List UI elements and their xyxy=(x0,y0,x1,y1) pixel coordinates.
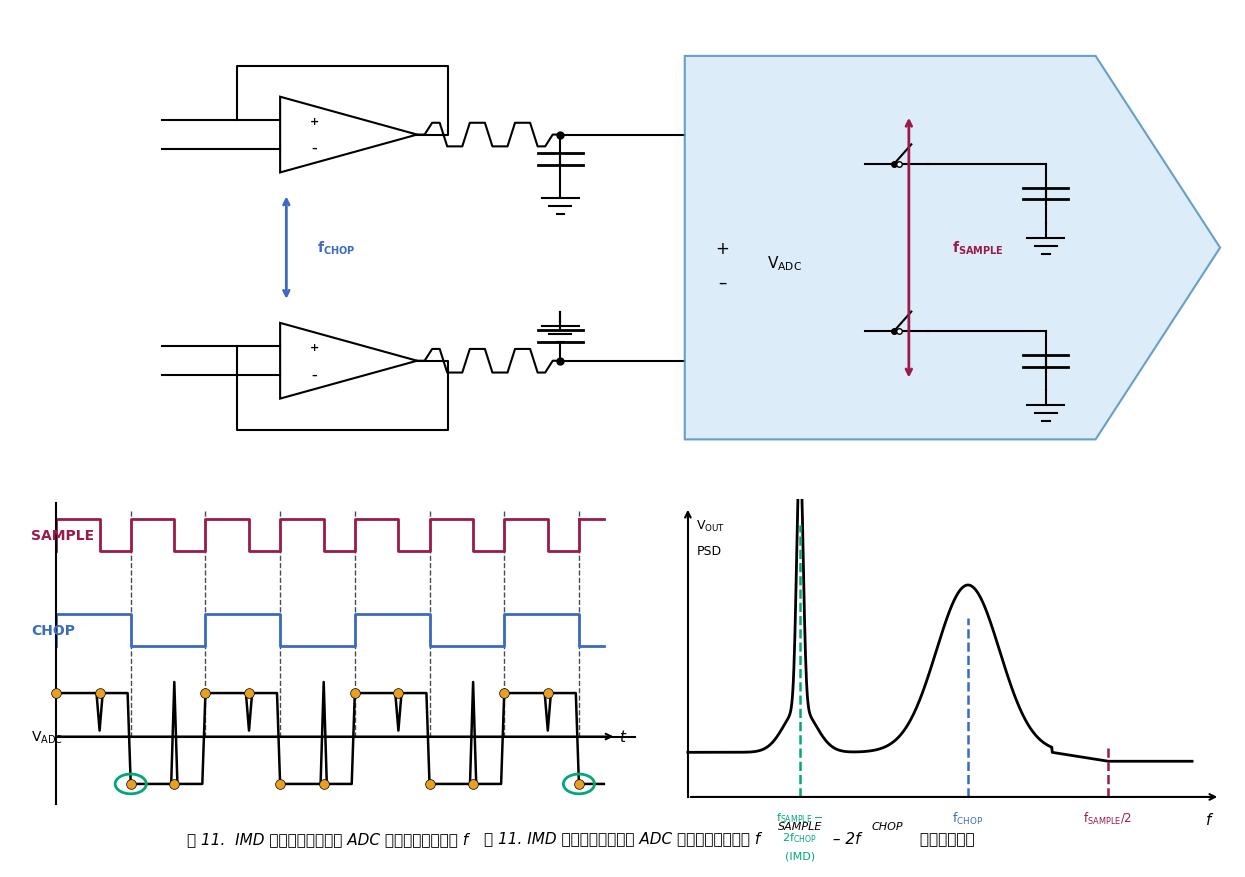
Polygon shape xyxy=(685,57,1220,440)
Text: +: + xyxy=(715,239,730,257)
Text: –: – xyxy=(718,274,726,292)
Text: 图 11.  IMD 的一个示例，其中 ADC 对毛刺采样，并在 f: 图 11. IMD 的一个示例，其中 ADC 对毛刺采样，并在 f xyxy=(187,831,468,846)
Text: $\mathregular{2f_{CHOP}}$: $\mathregular{2f_{CHOP}}$ xyxy=(782,831,818,845)
Text: –: – xyxy=(311,370,317,380)
Text: (IMD): (IMD) xyxy=(784,851,815,861)
Text: SAMPLE: SAMPLE xyxy=(31,529,95,542)
Text: PSD: PSD xyxy=(696,545,721,558)
Text: $\mathbf{f_{SAMPLE}}$: $\mathbf{f_{SAMPLE}}$ xyxy=(952,239,1003,257)
Text: $\mathregular{V_{ADC}}$: $\mathregular{V_{ADC}}$ xyxy=(767,253,802,273)
Text: +: + xyxy=(310,343,319,353)
Text: $\mathregular{V_{ADC}}$: $\mathregular{V_{ADC}}$ xyxy=(31,729,63,745)
Text: $\mathregular{V_{OUT}}$: $\mathregular{V_{OUT}}$ xyxy=(696,518,726,533)
Text: f: f xyxy=(1206,812,1211,827)
Text: $\mathregular{f_{SAMPLE}/2}$: $\mathregular{f_{SAMPLE}/2}$ xyxy=(1083,810,1133,826)
Text: CHOP: CHOP xyxy=(872,821,903,831)
Text: +: + xyxy=(310,117,319,127)
Text: $\mathregular{f_{SAMPLE}-}$: $\mathregular{f_{SAMPLE}-}$ xyxy=(776,810,824,824)
Text: CHOP: CHOP xyxy=(31,624,75,637)
Text: –: – xyxy=(311,144,317,153)
Text: $\mathregular{f_{CHOP}}$: $\mathregular{f_{CHOP}}$ xyxy=(952,810,984,826)
Text: SAMPLE: SAMPLE xyxy=(778,821,823,831)
Text: 处引起混叠。: 处引起混叠。 xyxy=(915,831,975,846)
Text: $\mathbf{f_{CHOP}}$: $\mathbf{f_{CHOP}}$ xyxy=(317,239,356,257)
Text: 图 11. IMD 的一个示例，其中 ADC 对毛刺采样，并在 f: 图 11. IMD 的一个示例，其中 ADC 对毛刺采样，并在 f xyxy=(484,830,761,845)
Text: t: t xyxy=(620,729,625,745)
Text: – 2f: – 2f xyxy=(828,831,860,846)
